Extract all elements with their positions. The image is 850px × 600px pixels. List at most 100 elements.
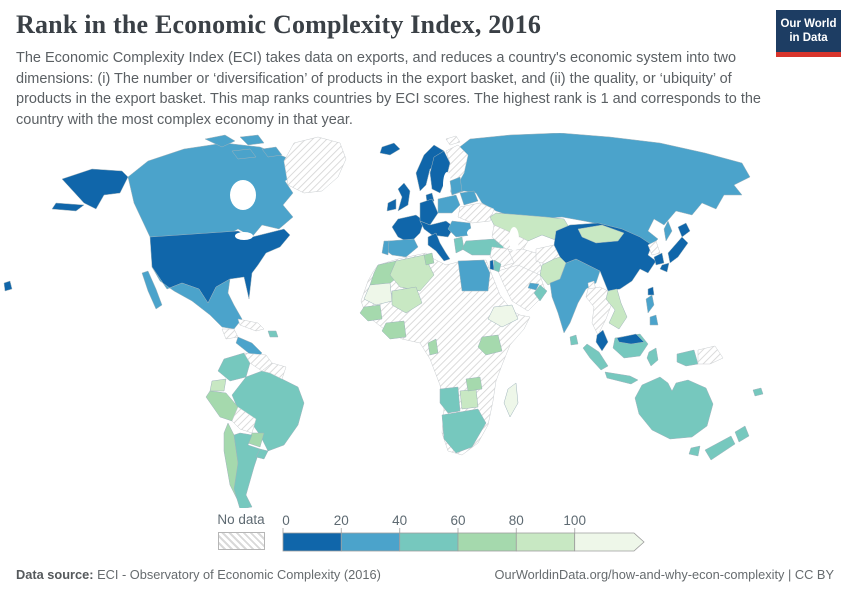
country-bolivia[interactable] [231, 406, 257, 434]
legend-bin-3[interactable] [457, 532, 517, 552]
region-myanmar-thailand-laos[interactable] [585, 286, 613, 336]
country-canada-arctic[interactable] [231, 148, 257, 160]
country-canada[interactable] [127, 142, 298, 238]
country-ireland[interactable] [386, 198, 397, 212]
country-canada-arctic[interactable] [204, 134, 236, 148]
great-lakes [235, 232, 253, 240]
country-canada-arctic[interactable] [261, 146, 283, 158]
country-australia[interactable] [634, 376, 714, 440]
country-china[interactable] [553, 222, 657, 292]
country-mongolia[interactable] [577, 224, 625, 244]
country-sweden[interactable] [429, 150, 451, 194]
country-dominican-republic[interactable] [267, 330, 279, 338]
country-malaysia-borneo[interactable] [616, 333, 645, 345]
legend-tick-label: 100 [563, 513, 586, 528]
country-mexico-baja[interactable] [141, 270, 163, 310]
country-guatemala[interactable] [221, 328, 239, 340]
country-botswana[interactable] [459, 388, 479, 410]
country-mali[interactable] [391, 286, 423, 314]
region-wsahara-mauritania[interactable] [363, 282, 393, 306]
country-south-korea[interactable] [653, 252, 665, 266]
country-russia-sakhalin[interactable] [663, 220, 673, 242]
country-poland[interactable] [437, 194, 461, 214]
country-indonesia-sumatra[interactable] [582, 343, 609, 371]
region-senegal-guinea[interactable] [359, 304, 383, 322]
country-kazakhstan[interactable] [489, 212, 571, 242]
no-data-swatch[interactable] [218, 532, 265, 550]
country-tanzania[interactable] [477, 334, 503, 356]
country-philippines[interactable] [645, 294, 655, 314]
territory-new-caledonia[interactable] [752, 387, 764, 397]
region-baltic-states[interactable] [449, 176, 463, 196]
country-papua-new-guinea[interactable] [697, 345, 724, 365]
country-new-zealand[interactable] [734, 425, 750, 443]
country-namibia[interactable] [439, 386, 461, 414]
country-cameroon[interactable] [427, 338, 439, 356]
country-uae[interactable] [527, 282, 540, 291]
map-legend: No data 0 20 40 60 80 100 [0, 511, 850, 557]
region-guyanas[interactable] [261, 362, 287, 380]
logo-line2: in Data [789, 32, 828, 44]
country-philippines[interactable] [649, 314, 659, 326]
country-greenland[interactable] [283, 136, 347, 194]
country-iceland[interactable] [379, 142, 401, 156]
legend-bin-5[interactable] [574, 532, 645, 552]
country-japan[interactable] [677, 222, 691, 238]
country-sri-lanka[interactable] [569, 334, 579, 346]
country-usa-hawaii[interactable] [3, 280, 13, 292]
country-egypt[interactable] [457, 259, 491, 292]
country-united-kingdom[interactable] [397, 182, 411, 212]
country-taiwan[interactable] [647, 286, 655, 296]
country-argentina[interactable] [233, 432, 261, 508]
country-japan[interactable] [667, 236, 689, 264]
legend-tick-label: 20 [334, 513, 349, 528]
country-canada-arctic[interactable] [239, 134, 265, 146]
country-japan[interactable] [659, 262, 670, 273]
legend-bin-4[interactable] [515, 532, 576, 552]
data-source-text: ECI - Observatory of Economic Complexity… [93, 567, 381, 582]
country-germany[interactable] [419, 198, 439, 226]
region-ghana-cote-divoire[interactable] [381, 320, 407, 340]
country-vietnam[interactable] [605, 288, 628, 330]
country-svalbard[interactable] [445, 135, 461, 146]
caspian-sea [509, 227, 519, 251]
country-new-zealand[interactable] [704, 435, 736, 461]
country-portugal[interactable] [381, 240, 390, 256]
country-ethiopia[interactable] [487, 304, 519, 328]
country-south-africa[interactable] [441, 408, 487, 454]
footer-link[interactable]: OurWorldinData.org/how-and-why-econ-comp… [494, 567, 835, 582]
country-israel[interactable] [489, 259, 495, 271]
country-france[interactable] [391, 214, 425, 244]
country-malaysia[interactable] [595, 329, 609, 352]
country-oman[interactable] [533, 284, 548, 302]
legend-bin-2[interactable] [399, 532, 459, 552]
country-greece[interactable] [453, 236, 465, 254]
country-north-korea[interactable] [647, 240, 661, 256]
country-indonesia-java[interactable] [604, 371, 639, 385]
owid-logo[interactable]: Our World in Data [776, 10, 841, 57]
country-tunisia[interactable] [423, 252, 435, 266]
legend-bin-1[interactable] [340, 532, 400, 552]
country-australia-tasmania[interactable] [688, 445, 701, 457]
country-mexico[interactable] [151, 266, 243, 330]
header: Rank in the Economic Complexity Index, 2… [16, 10, 761, 131]
country-colombia[interactable] [217, 352, 251, 382]
country-usa-alaska[interactable] [51, 168, 129, 212]
country-uruguay[interactable] [255, 448, 269, 460]
logo-line1: Our World [780, 17, 837, 30]
country-indonesia-papua[interactable] [676, 349, 699, 367]
country-italy[interactable] [427, 232, 451, 262]
country-cuba[interactable] [237, 318, 265, 332]
country-madagascar[interactable] [503, 382, 519, 418]
country-ecuador[interactable] [209, 378, 227, 392]
subtitle: The Economic Complexity Index (ECI) take… [16, 50, 761, 129]
country-saudi-arabia[interactable] [497, 264, 547, 312]
country-belarus[interactable] [459, 190, 479, 206]
country-jordan[interactable] [493, 259, 502, 273]
country-indonesia-sulawesi[interactable] [646, 347, 659, 367]
country-ukraine[interactable] [457, 202, 495, 224]
country-zimbabwe[interactable] [465, 376, 483, 392]
region-romania-bulgaria[interactable] [447, 220, 473, 238]
legend-bin-0[interactable] [282, 532, 342, 552]
